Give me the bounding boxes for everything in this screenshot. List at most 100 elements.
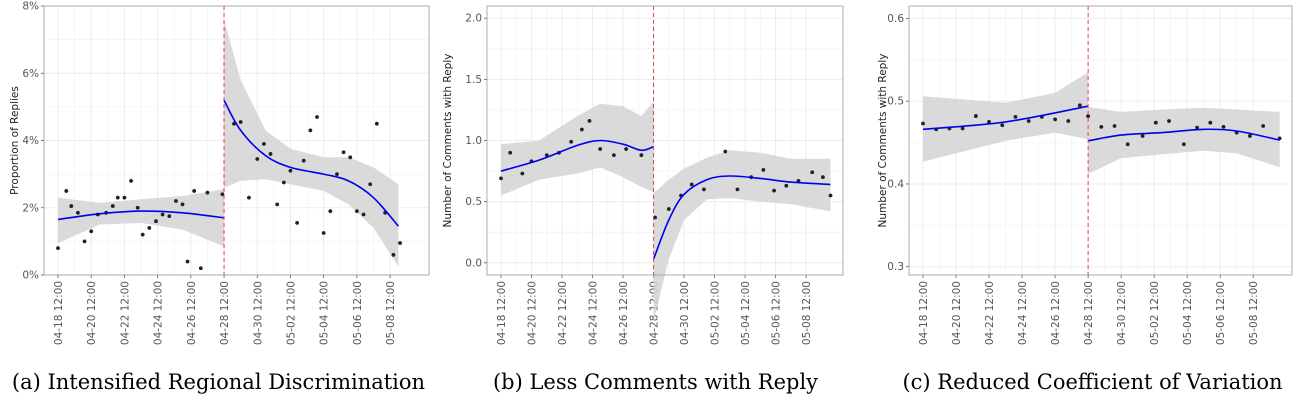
data-point-c <box>1125 142 1130 147</box>
data-point-b <box>653 215 657 220</box>
x-tick-label-a: 04-18 12:00 <box>53 281 65 345</box>
data-point-a <box>301 158 306 163</box>
data-point-c <box>1208 120 1213 125</box>
data-point-a <box>173 199 178 203</box>
y-tick-label-a: 2% <box>22 202 39 214</box>
x-tick-label-c: 04-28 12:00 <box>1083 281 1095 345</box>
data-point-a <box>328 209 333 214</box>
data-point-b <box>784 183 789 188</box>
data-point-c <box>1000 123 1005 128</box>
data-point-a <box>261 141 266 146</box>
data-point-a <box>56 246 60 251</box>
x-tick-label-b: 04-26 12:00 <box>618 281 630 345</box>
data-point-a <box>398 241 402 245</box>
data-point-c <box>1248 134 1252 138</box>
data-point-b <box>689 182 694 187</box>
confidence-band-pre-c <box>923 72 1089 162</box>
x-tick-label-a: 05-02 12:00 <box>285 281 297 345</box>
data-point-c <box>1086 114 1091 118</box>
data-point-a <box>341 150 346 155</box>
confidence-band-post-b <box>653 150 831 322</box>
y-tick-label-a: 4% <box>22 135 39 147</box>
data-point-a <box>348 155 353 160</box>
data-point-b <box>723 149 728 154</box>
data-point-b <box>508 150 513 155</box>
data-point-a <box>391 252 396 257</box>
data-point-b <box>499 176 503 181</box>
data-point-c <box>1221 124 1226 129</box>
confidence-band-post-c <box>1088 107 1280 174</box>
data-point-a <box>374 121 379 126</box>
fit-line-post-b <box>652 175 831 260</box>
data-point-a <box>255 157 260 161</box>
y-axis-label-a: Proportion of Replies <box>9 86 21 195</box>
y-tick-label-a: 8% <box>22 1 39 13</box>
plot-frame-c <box>908 5 1293 276</box>
data-point-a <box>198 266 203 271</box>
data-point-c <box>1261 124 1266 128</box>
x-tick-label-b: 05-08 12:00 <box>801 281 813 345</box>
data-point-c <box>921 121 925 126</box>
chart-panel-c: 0.3 0.4 0.5 0.6 04-18 12:00 04-20 12:00 04-22 … <box>874 0 1311 402</box>
data-point-c <box>1026 119 1031 123</box>
data-point-c <box>1053 117 1057 122</box>
y-tick-label-b: 2.0 <box>465 13 482 25</box>
data-point-b <box>579 127 584 132</box>
x-tick-label-c: 04-26 12:00 <box>1050 281 1062 345</box>
chart-panel-a: 0% 2% 4% 6% 8% 04-18 12:00 04-20 12:00 04-22 12… <box>0 0 437 402</box>
data-point-a <box>76 210 80 215</box>
data-point-a <box>147 226 152 230</box>
data-point-c <box>1013 115 1018 119</box>
data-point-b <box>772 188 776 193</box>
data-point-b <box>569 139 574 144</box>
data-point-a <box>115 195 120 200</box>
data-point-c <box>1066 119 1071 123</box>
data-point-a <box>321 231 326 235</box>
data-point-a <box>69 204 74 208</box>
x-tick-label-a: 04-30 12:00 <box>252 281 264 345</box>
data-point-b <box>828 193 833 198</box>
data-point-b <box>520 171 525 176</box>
y-tick-label-c: 0.6 <box>887 13 904 25</box>
data-point-c <box>1153 120 1158 125</box>
data-point-c <box>973 114 978 118</box>
x-tick-label-b: 04-20 12:00 <box>527 281 539 345</box>
x-tick-label-a: 04-20 12:00 <box>86 281 98 345</box>
data-point-a <box>368 182 373 187</box>
data-point-b <box>702 187 706 192</box>
data-point-a <box>140 232 145 237</box>
data-point-a <box>281 180 286 185</box>
x-tick-label-c: 05-06 12:00 <box>1215 281 1227 345</box>
data-point-a <box>89 229 94 234</box>
data-point-a <box>180 202 185 207</box>
x-tick-label-b: 05-04 12:00 <box>740 281 752 345</box>
caption-b: (b) Less Comments with Reply <box>492 370 819 394</box>
data-point-b <box>639 153 644 158</box>
caption-c: (c) Reduced Coefficient of Variation <box>902 370 1283 394</box>
plot-frame-a <box>43 5 430 276</box>
data-point-b <box>735 187 740 192</box>
confidence-band-pre-b <box>501 101 654 196</box>
data-point-c <box>1140 134 1145 138</box>
data-point-a <box>64 189 69 193</box>
y-tick-label-a: 0% <box>22 270 39 282</box>
data-point-a <box>110 204 115 208</box>
data-point-a <box>295 220 300 225</box>
y-axis-label-c: Number of Comments with Reply <box>877 54 889 228</box>
x-tick-label-b: 04-22 12:00 <box>557 281 569 345</box>
x-tick-label-c: 05-02 12:00 <box>1149 281 1161 345</box>
confidence-band-post-a <box>224 19 399 267</box>
x-tick-label-b: 05-02 12:00 <box>710 281 722 345</box>
data-point-c <box>1099 124 1104 129</box>
data-point-b <box>666 207 671 211</box>
data-point-a <box>308 128 313 133</box>
y-axis-label-b: Number of Comments with Reply <box>442 54 454 228</box>
x-tick-label-c: 04-22 12:00 <box>984 281 996 345</box>
data-point-a <box>275 202 280 207</box>
data-point-b <box>810 170 815 175</box>
data-point-a <box>220 192 225 197</box>
y-tick-label-c: 0.5 <box>887 96 904 108</box>
x-tick-label-a: 04-28 12:00 <box>219 281 231 345</box>
caption-a: (a) Intensified Regional Discrimination <box>11 370 426 394</box>
data-point-a <box>154 219 158 224</box>
